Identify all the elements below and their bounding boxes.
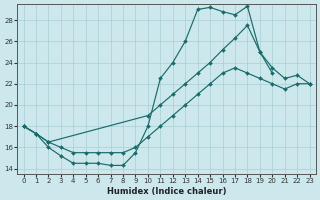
X-axis label: Humidex (Indice chaleur): Humidex (Indice chaleur) [107, 187, 226, 196]
